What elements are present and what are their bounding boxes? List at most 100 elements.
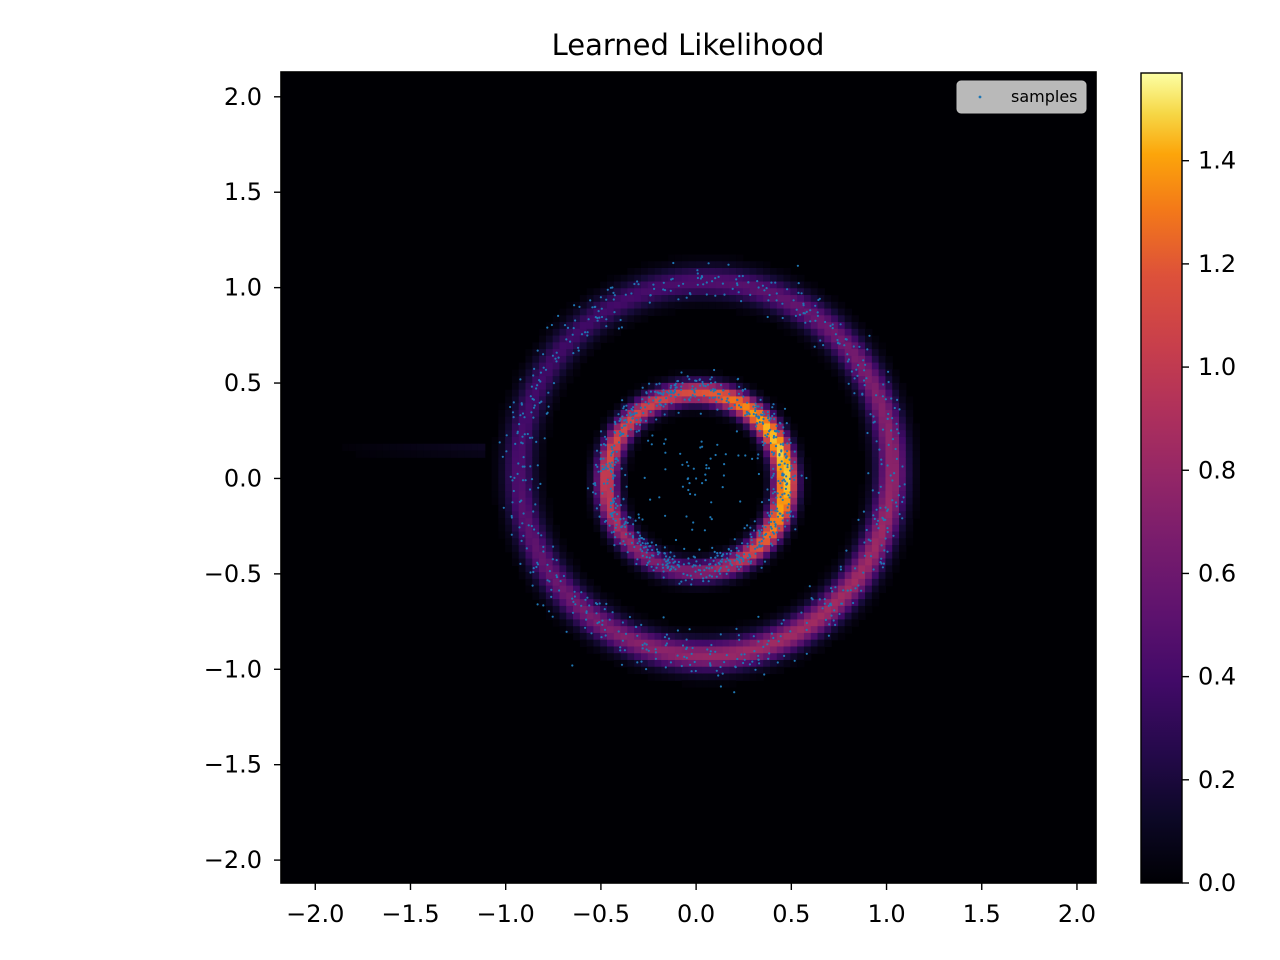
heatmap-cell <box>647 531 656 539</box>
sample-point <box>662 389 665 392</box>
sample-point <box>749 533 752 536</box>
heatmap-cell <box>736 632 744 641</box>
heatmap-cell <box>511 538 520 546</box>
heatmap-cell <box>505 463 513 472</box>
heatmap-cell <box>803 646 812 654</box>
heatmap-cell <box>865 430 873 438</box>
heatmap-cell <box>878 551 887 560</box>
heatmap-cell <box>525 578 533 587</box>
sample-point <box>857 518 860 522</box>
heatmap-cell <box>654 376 662 384</box>
heatmap-cell <box>865 585 873 593</box>
sample-point <box>622 540 625 543</box>
heatmap-cell <box>498 403 506 411</box>
sample-point <box>811 598 814 601</box>
heatmap-cell <box>912 436 921 445</box>
heatmap-cell <box>756 497 764 506</box>
heatmap-cell <box>654 396 662 404</box>
heatmap-cell <box>607 315 615 323</box>
heatmap-cell <box>865 477 873 485</box>
heatmap-cell <box>661 389 669 397</box>
sample-point <box>690 670 693 673</box>
sample-point <box>595 449 599 452</box>
heatmap-cell <box>640 558 649 566</box>
x-tick-label: 0.0 <box>677 900 715 928</box>
heatmap-cell <box>776 524 785 533</box>
sample-point <box>665 564 668 567</box>
sample-point <box>724 560 727 563</box>
heatmap-cell <box>905 457 914 465</box>
sample-point <box>758 662 761 665</box>
heatmap-cell <box>749 443 758 452</box>
heatmap-cell <box>518 369 527 377</box>
heatmap-cell <box>539 572 547 580</box>
heatmap-cell <box>702 261 710 269</box>
sample-point <box>536 464 539 467</box>
sample-point <box>754 402 757 405</box>
sample-point <box>600 315 604 319</box>
heatmap-cell <box>878 457 887 465</box>
heatmap-cell <box>640 308 649 316</box>
heatmap-cell <box>770 430 778 438</box>
sample-point <box>616 495 620 498</box>
heatmap-cell <box>566 578 574 587</box>
heatmap-cell <box>837 355 846 364</box>
sample-point <box>827 634 831 637</box>
sample-point <box>802 304 805 307</box>
sample-point <box>690 652 693 656</box>
heatmap-cell <box>674 551 683 560</box>
sample-point <box>784 452 787 456</box>
sample-point <box>608 462 611 465</box>
sample-point <box>891 499 894 502</box>
sample-point <box>514 442 517 445</box>
heatmap-cell <box>654 619 662 627</box>
heatmap-cell <box>736 653 744 661</box>
sample-point <box>767 514 771 517</box>
heatmap-cell <box>783 477 791 485</box>
heatmap-cell <box>654 416 662 425</box>
heatmap-cell <box>790 653 798 661</box>
sample-point <box>657 391 660 394</box>
sample-point <box>635 403 638 406</box>
heatmap-cell <box>865 342 873 350</box>
sample-point <box>875 508 878 511</box>
heatmap-cell <box>871 585 880 593</box>
sample-point <box>574 603 577 606</box>
sample-point <box>665 397 668 400</box>
heatmap-cell <box>837 322 846 330</box>
heatmap-cell <box>640 430 649 438</box>
heatmap-cell <box>749 389 758 397</box>
heatmap-cell <box>824 578 832 587</box>
heatmap-cell <box>552 403 561 411</box>
heatmap-cell <box>600 416 608 425</box>
heatmap-cell <box>803 599 812 607</box>
heatmap-cell <box>797 646 805 654</box>
heatmap-cell <box>545 376 554 384</box>
heatmap-cell <box>817 619 825 627</box>
heatmap-cell <box>566 592 574 600</box>
sample-point <box>889 474 892 477</box>
heatmap-cell <box>518 376 527 384</box>
sample-point <box>598 503 602 506</box>
heatmap-cell <box>511 545 520 553</box>
heatmap-cell <box>532 497 540 506</box>
sample-point <box>613 510 616 514</box>
sample-point <box>719 633 722 636</box>
sample-point <box>619 646 622 649</box>
heatmap-cell <box>790 295 798 303</box>
sample-point <box>658 403 661 406</box>
heatmap-cell <box>640 545 649 553</box>
legend: samples <box>956 80 1087 114</box>
heatmap-cell <box>579 572 588 580</box>
heatmap-cell <box>871 578 880 587</box>
sample-point <box>887 370 890 373</box>
sample-point <box>669 551 672 554</box>
heatmap-cell <box>715 288 724 296</box>
sample-point <box>665 642 669 645</box>
heatmap-cell <box>878 369 887 377</box>
sample-point <box>727 401 730 404</box>
heatmap-cell <box>790 436 798 445</box>
heatmap-cell <box>790 524 798 533</box>
heatmap-cell <box>545 423 554 431</box>
heatmap-cell <box>661 653 669 661</box>
